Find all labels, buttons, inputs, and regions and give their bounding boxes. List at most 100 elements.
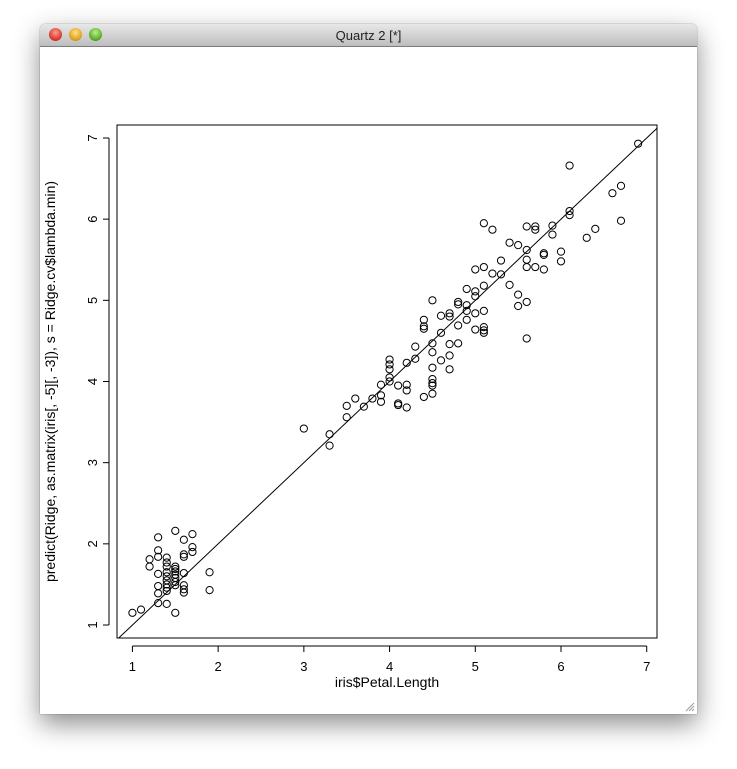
data-point xyxy=(522,262,531,272)
data-point xyxy=(299,424,308,433)
data-point xyxy=(539,250,548,259)
data-point xyxy=(411,342,420,351)
data-point xyxy=(496,256,506,265)
data-point xyxy=(394,381,403,390)
minimize-window-button[interactable] xyxy=(69,28,82,41)
data-point xyxy=(385,377,394,386)
zoom-window-button[interactable] xyxy=(89,28,102,41)
data-point xyxy=(565,206,574,216)
data-point xyxy=(325,441,334,450)
data-point xyxy=(162,572,171,581)
data-point xyxy=(325,430,334,439)
y-tick-label: 4 xyxy=(85,378,100,385)
data-point xyxy=(471,309,480,318)
close-window-button[interactable] xyxy=(49,28,62,41)
data-point xyxy=(522,297,531,307)
y-tick-label: 3 xyxy=(85,459,100,466)
data-point xyxy=(411,354,420,363)
data-point xyxy=(171,567,180,576)
data-point xyxy=(171,608,180,617)
data-point xyxy=(445,351,454,360)
data-point xyxy=(462,284,471,294)
data-point xyxy=(582,233,591,242)
data-point xyxy=(591,224,600,233)
data-point xyxy=(479,219,488,228)
data-point xyxy=(154,589,163,598)
data-point xyxy=(436,328,446,337)
x-tick-label: 2 xyxy=(215,659,222,674)
data-point xyxy=(205,586,214,595)
data-point xyxy=(154,546,163,555)
x-axis-title: iris$Petal.Length xyxy=(335,674,439,690)
data-point xyxy=(188,547,197,557)
data-point xyxy=(162,558,171,567)
data-point xyxy=(428,389,437,398)
data-point xyxy=(556,257,566,266)
data-point xyxy=(616,216,626,225)
data-point xyxy=(445,365,454,374)
data-point xyxy=(428,348,437,357)
data-point xyxy=(179,535,188,544)
data-point xyxy=(514,290,523,299)
data-point xyxy=(462,306,471,315)
plot-window: Quartz 2 [*] 1 2 3 4 5 6 7 1 2 3 4 5 6 7 iris$Petal.L… xyxy=(40,24,697,714)
data-point xyxy=(556,247,566,256)
data-point xyxy=(479,262,488,272)
data-point xyxy=(565,210,574,220)
data-point xyxy=(514,301,523,311)
data-point xyxy=(479,326,488,335)
data-point xyxy=(162,562,171,571)
data-point xyxy=(634,139,643,148)
data-point xyxy=(402,386,411,395)
title-bar[interactable]: Quartz 2 [*] xyxy=(40,24,697,47)
data-point xyxy=(154,533,163,542)
data-point xyxy=(488,225,497,234)
data-point xyxy=(531,222,540,231)
data-point xyxy=(454,321,463,330)
data-point xyxy=(385,360,394,369)
data-point xyxy=(394,400,403,410)
data-point xyxy=(188,530,197,539)
data-point xyxy=(136,605,146,614)
data-point xyxy=(565,161,574,170)
data-point xyxy=(479,328,488,337)
data-point xyxy=(471,287,480,296)
y-tick-label: 1 xyxy=(85,621,100,628)
data-point xyxy=(145,555,154,564)
window-title: Quartz 2 [*] xyxy=(335,28,402,43)
data-point xyxy=(514,241,523,250)
data-point xyxy=(419,324,428,333)
data-point xyxy=(454,300,463,309)
y-axis-title: predict(Ridge, as.matrix(iris[, -5][, -3… xyxy=(42,181,58,582)
data-point xyxy=(402,403,411,412)
data-point xyxy=(471,325,480,334)
data-point xyxy=(479,306,488,315)
data-point xyxy=(154,598,163,608)
data-point xyxy=(402,380,411,389)
data-point xyxy=(179,588,188,597)
data-point xyxy=(428,379,437,388)
data-point xyxy=(428,296,437,305)
data-point xyxy=(531,225,540,234)
data-point xyxy=(462,301,471,310)
plot-canvas: 1 2 3 4 5 6 7 1 2 3 4 5 6 7 iris$Petal.Length predict… xyxy=(40,47,697,714)
data-point xyxy=(428,374,437,384)
data-point xyxy=(179,585,188,594)
resize-grip-icon[interactable] xyxy=(683,700,695,712)
data-point xyxy=(479,323,488,332)
scatter-points xyxy=(128,139,643,617)
data-point xyxy=(179,568,188,578)
data-point xyxy=(419,315,428,324)
data-point xyxy=(162,553,171,562)
data-point xyxy=(171,577,180,587)
data-point xyxy=(505,280,514,290)
data-point xyxy=(428,363,437,372)
data-point xyxy=(445,340,454,349)
data-point xyxy=(471,265,480,274)
reference-line xyxy=(118,127,658,639)
data-point xyxy=(479,281,488,290)
data-point xyxy=(436,356,446,365)
x-tick-label: 1 xyxy=(129,659,136,674)
y-tick-label: 6 xyxy=(85,216,100,223)
data-point xyxy=(162,568,171,577)
